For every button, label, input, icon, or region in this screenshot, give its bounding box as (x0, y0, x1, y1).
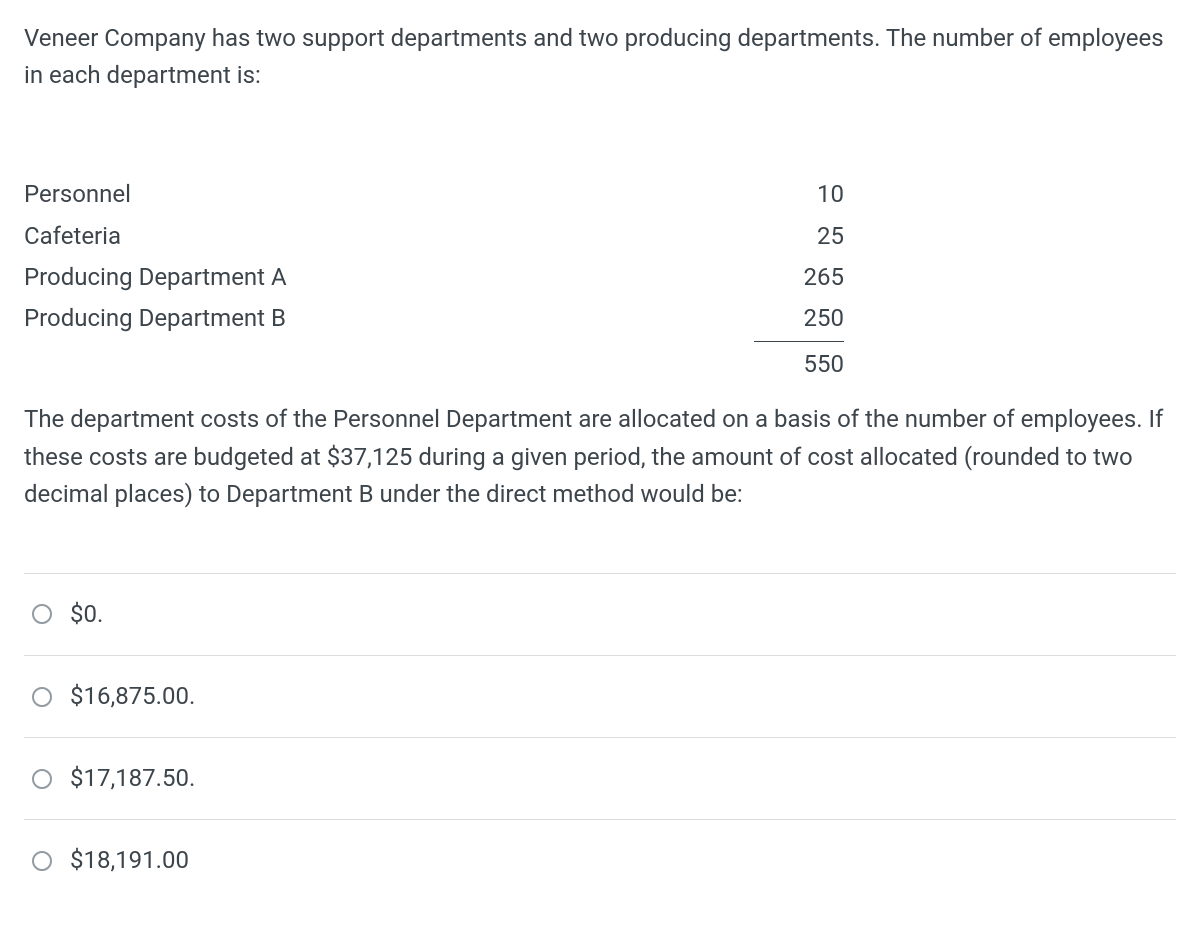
dept-label: Producing Department A (24, 259, 287, 296)
dept-label: Cafeteria (24, 218, 121, 255)
dept-value: 10 (754, 176, 844, 213)
dept-value: 25 (754, 218, 844, 255)
option-label: $0. (70, 596, 103, 633)
option-row[interactable]: $16,875.00. (24, 656, 1176, 738)
table-row: Producing Department A 265 (24, 257, 844, 298)
option-row[interactable]: $0. (24, 574, 1176, 656)
table-row: Personnel 10 (24, 174, 844, 215)
dept-value: 250 (754, 300, 844, 337)
table-total-row: 550 (24, 339, 844, 385)
dept-total: 550 (754, 341, 844, 383)
table-row: Cafeteria 25 (24, 216, 844, 257)
option-row[interactable]: $17,187.50. (24, 738, 1176, 820)
radio-icon[interactable] (32, 604, 52, 624)
option-label: $16,875.00. (70, 678, 195, 715)
option-label: $17,187.50. (70, 760, 195, 797)
dept-value: 265 (754, 259, 844, 296)
question-intro: Veneer Company has two support departmen… (24, 20, 1176, 94)
dept-label: Personnel (24, 176, 131, 213)
table-row: Producing Department B 250 (24, 298, 844, 339)
option-label: $18,191.00 (70, 842, 189, 879)
option-row[interactable]: $18,191.00 (24, 820, 1176, 901)
radio-icon[interactable] (32, 851, 52, 871)
radio-icon[interactable] (32, 687, 52, 707)
employee-table: Personnel 10 Cafeteria 25 Producing Depa… (24, 174, 844, 385)
answer-options: $0. $16,875.00. $17,187.50. $18,191.00 (24, 573, 1176, 902)
radio-icon[interactable] (32, 769, 52, 789)
question-body: The department costs of the Personnel De… (24, 401, 1176, 513)
dept-label: Producing Department B (24, 300, 286, 337)
